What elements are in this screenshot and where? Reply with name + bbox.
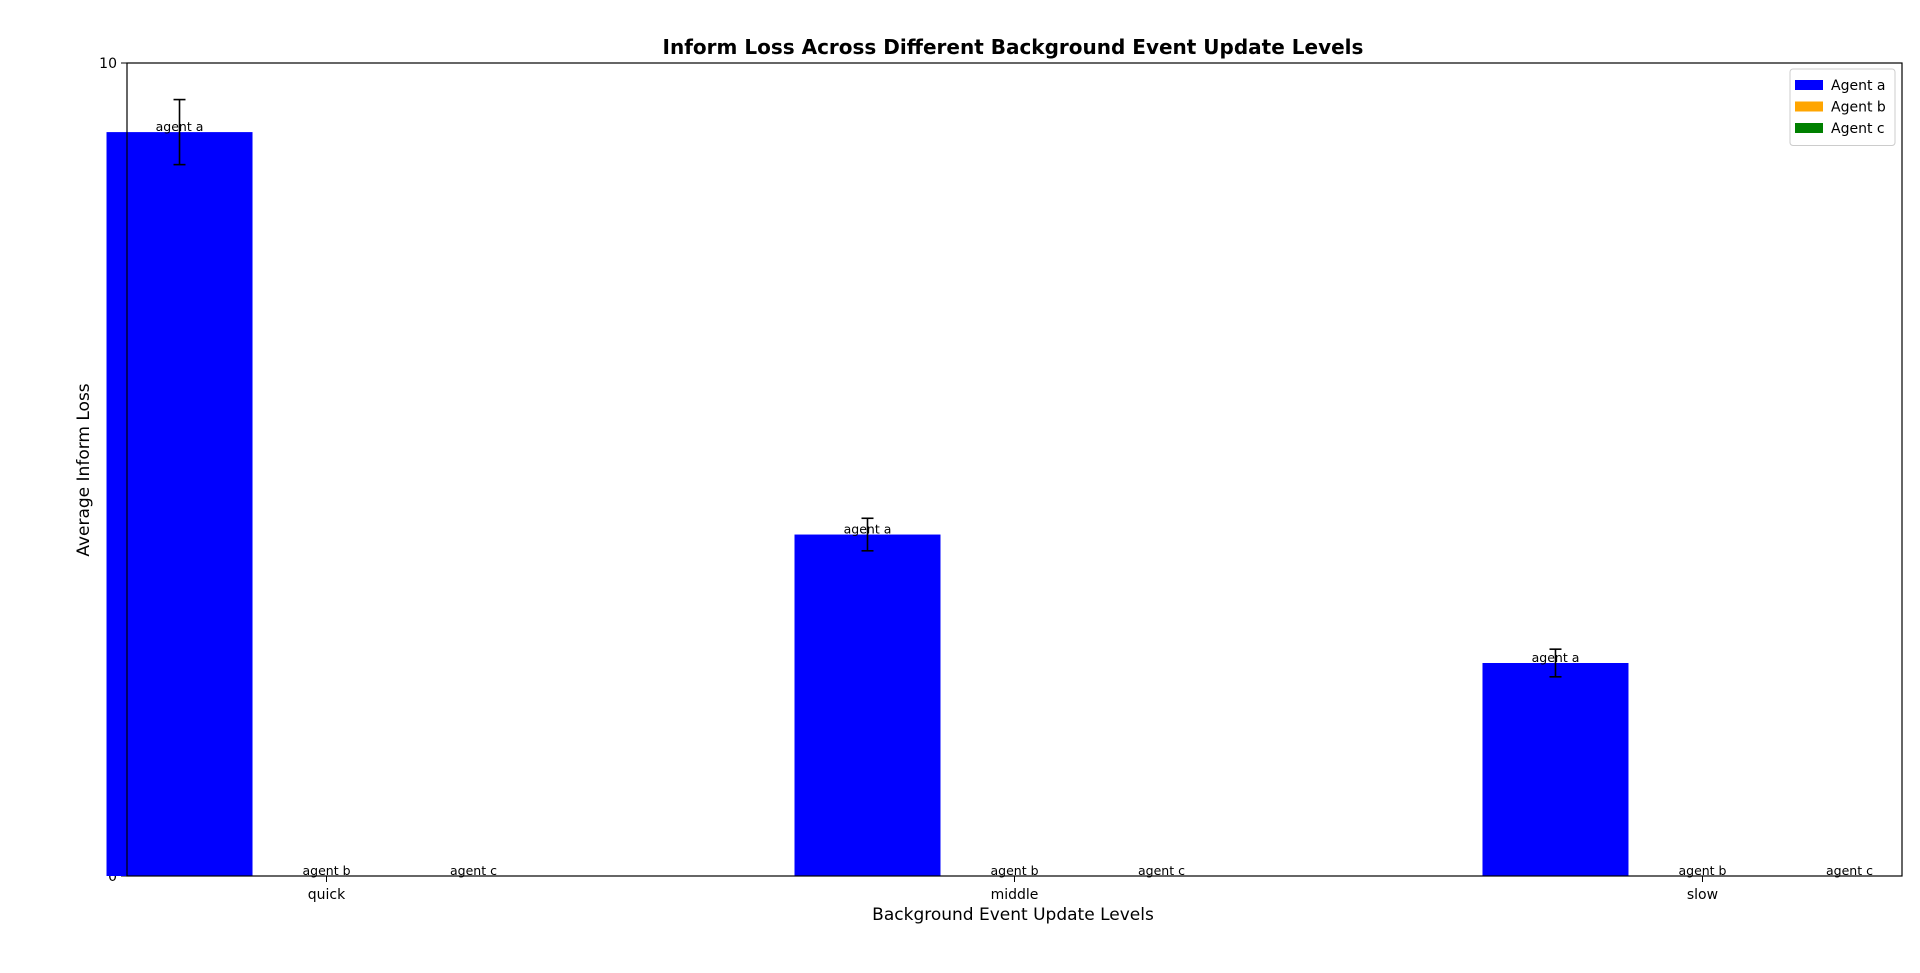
bar-data-label: agent a <box>844 522 892 537</box>
bar-data-label: agent c <box>1138 863 1185 878</box>
legend-swatch-agent-b <box>1795 101 1823 112</box>
bar-agent-a-quick <box>106 132 253 877</box>
y-axis-label: Average Inform Loss <box>74 383 94 556</box>
legend-swatch-agent-a <box>1795 80 1823 90</box>
bar-data-label: agent b <box>990 863 1038 878</box>
legend-swatch-agent-c <box>1795 123 1823 133</box>
bar-data-label: agent c <box>1826 863 1873 878</box>
chart-title: Inform Loss Across Different Background … <box>663 35 1364 59</box>
bar-data-label: agent c <box>450 863 497 878</box>
bar-data-label: agent b <box>1678 863 1726 878</box>
y-tick-label: 0 <box>108 869 117 885</box>
y-tick-label: 10 <box>99 56 117 72</box>
x-tick-label: slow <box>1687 887 1718 903</box>
plot-frame <box>126 62 1903 877</box>
x-tick-label: middle <box>991 887 1039 903</box>
bar-agent-a-slow <box>1482 662 1629 876</box>
x-axis-label: Background Event Update Levels <box>872 905 1154 925</box>
bar-data-label: agent b <box>302 863 350 878</box>
bar-data-label: agent a <box>1532 650 1580 665</box>
bar-data-label: agent a <box>156 119 204 134</box>
legend: Agent a Agent b Agent c <box>1789 68 1896 146</box>
bar-agent-a-middle <box>794 534 941 876</box>
legend-label: Agent a <box>1831 78 1885 94</box>
legend-label: Agent c <box>1831 121 1885 137</box>
legend-label: Agent b <box>1831 100 1886 116</box>
x-tick-label: quick <box>308 887 346 903</box>
